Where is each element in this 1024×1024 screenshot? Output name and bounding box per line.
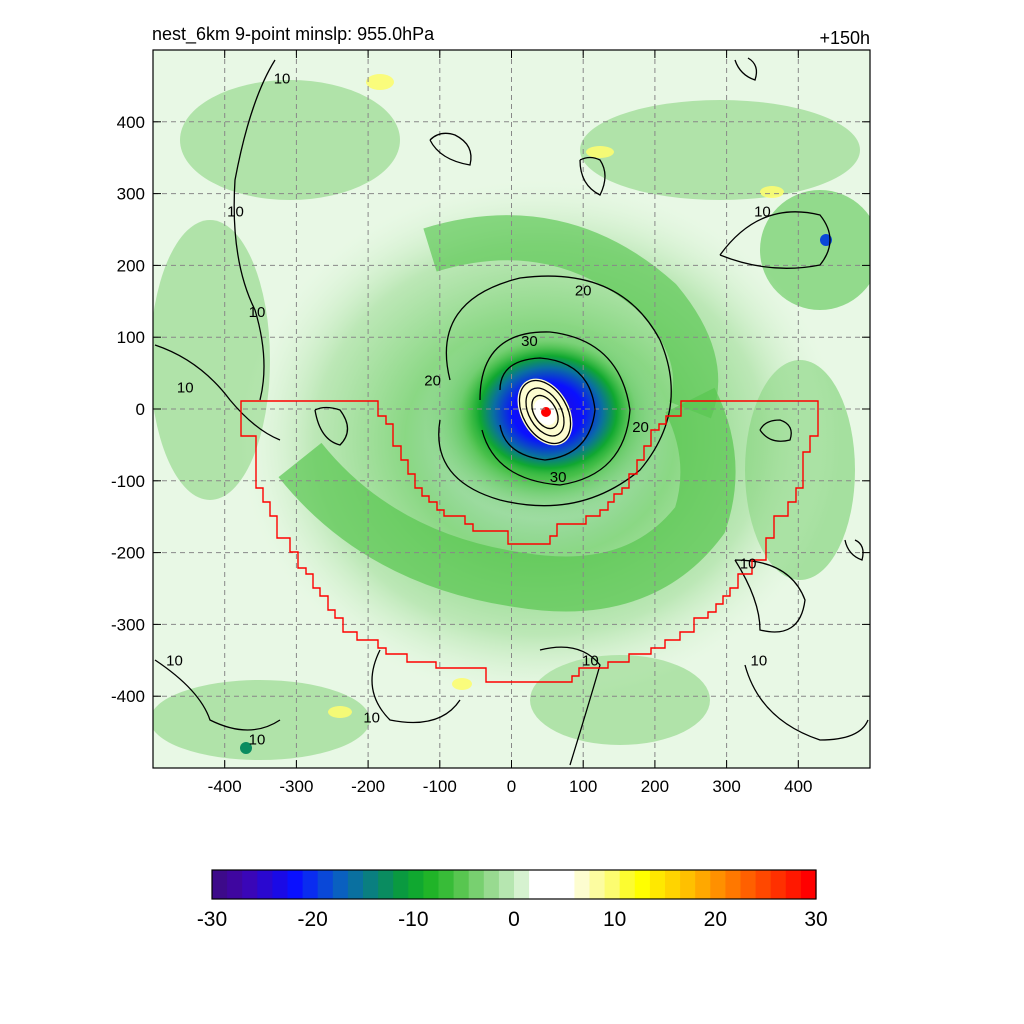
contour-label: 10 [740, 555, 757, 572]
colorbar-swatch [317, 870, 334, 899]
colorbar-swatch [544, 870, 560, 899]
contour-label: 10 [582, 652, 599, 669]
contour-label: 20 [632, 419, 649, 436]
x-tick-label: 0 [507, 777, 516, 796]
colorbar-tick-label: 20 [704, 908, 727, 931]
colorbar-swatch [695, 870, 711, 899]
y-tick-label: 300 [117, 185, 145, 204]
contour-label: 10 [249, 304, 266, 321]
contour-labels: 10 10 10 10 20 30 20 20 30 10 10 10 10 10 10 10 [166, 71, 771, 749]
colorbar-tick-label: -10 [398, 908, 428, 931]
colorbar-swatch [453, 870, 470, 899]
colorbar-ticks: -30 -20 -10 0 10 20 30 [197, 908, 828, 931]
colorbar-swatch [438, 870, 455, 899]
colorbar-swatch [242, 870, 258, 899]
contour-label: 10 [274, 71, 291, 88]
y-tick-label: -100 [111, 472, 145, 491]
y-axis: -400 -300 -200 -100 0 100 200 300 400 [111, 113, 870, 706]
contour-label: 30 [521, 333, 538, 350]
colorbar-swatch [649, 870, 666, 899]
contour-label: 10 [249, 731, 266, 748]
colorbar-tick-label: -20 [297, 908, 327, 931]
colorbar-swatch [347, 870, 364, 899]
colorbar-tick-label: -30 [197, 908, 227, 931]
colorbar-swatch [589, 870, 606, 899]
contour-label: 10 [177, 379, 194, 396]
colorbar-swatch [770, 870, 787, 899]
colorbar-swatch [785, 870, 802, 899]
colorbar-swatch [604, 870, 621, 899]
x-tick-label: 100 [569, 777, 597, 796]
y-tick-label: -300 [111, 615, 145, 634]
x-tick-label: 200 [641, 777, 669, 796]
colorbar-frame [211, 869, 817, 900]
colorbar-swatch [378, 870, 394, 899]
x-tick-label: -200 [351, 777, 385, 796]
x-tick-label: -300 [279, 777, 313, 796]
y-tick-label: 200 [117, 256, 145, 275]
colorbar-swatch [363, 870, 379, 899]
colorbar-swatch [212, 870, 228, 899]
y-tick-label: 100 [117, 328, 145, 347]
contour-lines [154, 57, 869, 766]
contour-label: 10 [751, 652, 768, 669]
x-tick-label: 300 [712, 777, 740, 796]
colorbar-swatch [332, 870, 349, 899]
colorbar [211, 869, 817, 900]
colorbar-swatch [287, 870, 304, 899]
colorbar-swatch [574, 870, 591, 899]
colorbar-tick-label: 10 [603, 908, 626, 931]
colorbar-swatch [725, 870, 742, 899]
colorbar-swatch [272, 870, 289, 899]
contour-label: 10 [166, 652, 183, 669]
colorbar-tick-label: 30 [804, 908, 827, 931]
colorbar-swatch [529, 870, 545, 899]
colorbar-swatch [619, 870, 636, 899]
plot-area: 10 10 10 10 20 30 20 20 30 10 10 10 10 10 10 10 [153, 50, 870, 768]
x-tick-label: 400 [784, 777, 812, 796]
colorbar-swatch [680, 870, 696, 899]
contour-label: 20 [575, 283, 592, 300]
nest-boundary [240, 400, 819, 683]
y-tick-label: 0 [136, 400, 145, 419]
colorbar-swatch [514, 870, 530, 899]
colorbar-swatch [393, 870, 409, 899]
x-tick-label: -100 [423, 777, 457, 796]
contour-label: 10 [754, 204, 771, 221]
colorbar-swatch [423, 870, 440, 899]
y-tick-label: -200 [111, 544, 145, 563]
colorbar-swatch [665, 870, 681, 899]
contour-label: 10 [227, 204, 244, 221]
colorbar-swatch [740, 870, 757, 899]
forecast-hour: +150h [819, 28, 870, 48]
colorbar-swatch [800, 870, 817, 899]
colorbar-swatch [227, 870, 243, 899]
contour-label: 20 [424, 372, 441, 389]
colorbar-swatch [302, 870, 319, 899]
colorbar-swatch [634, 870, 651, 899]
contour-label: 30 [550, 469, 567, 486]
y-tick-label: 400 [117, 113, 145, 132]
colorbar-swatch [498, 870, 515, 899]
colorbar-swatch [408, 870, 424, 899]
contour-label: 10 [363, 710, 380, 727]
x-tick-label: -400 [208, 777, 242, 796]
colorbar-swatch [483, 870, 500, 899]
colorbar-swatch [559, 870, 575, 899]
colorbar-swatch [257, 870, 273, 899]
colorbar-swatch [710, 870, 726, 899]
x-axis: -400 -300 -200 -100 0 100 200 300 400 [208, 50, 812, 796]
y-tick-label: -400 [111, 687, 145, 706]
colorbar-swatch [468, 870, 485, 899]
colorbar-swatch [755, 870, 772, 899]
colorbar-tick-label: 0 [508, 908, 520, 931]
chart-title: nest_6km 9-point minslp: 955.0hPa [152, 24, 435, 45]
